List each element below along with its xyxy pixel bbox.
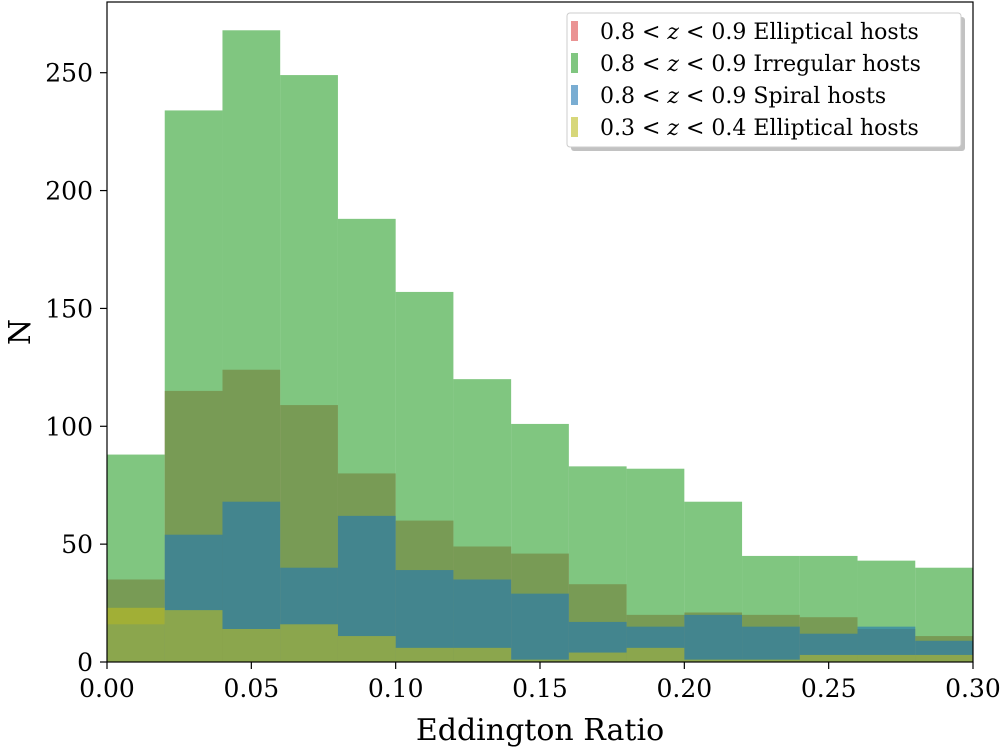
legend-label: 0.8 < z < 0.9 Elliptical hosts	[600, 20, 919, 45]
bars-layer	[107, 30, 973, 663]
x-tick-label: 0.20	[656, 674, 712, 703]
series-3-bars	[107, 607, 973, 662]
bar	[511, 593, 569, 662]
y-tick-label: 200	[45, 177, 93, 206]
bar	[164, 610, 223, 662]
legend-swatch	[571, 53, 578, 73]
bar	[684, 659, 743, 662]
y-tick-label: 250	[45, 59, 93, 88]
bar	[915, 654, 973, 662]
legend-box	[566, 12, 962, 148]
bar	[222, 629, 281, 662]
legend-label: 0.8 < z < 0.9 Spiral hosts	[600, 84, 886, 109]
y-tick-label: 0	[77, 648, 93, 677]
bar	[742, 659, 800, 662]
legend-label: 0.8 < z < 0.9 Irregular hosts	[600, 52, 921, 77]
bar	[280, 624, 338, 662]
legend-label: 0.3 < z < 0.4 Elliptical hosts	[600, 116, 919, 141]
legend: 0.8 < z < 0.9 Elliptical hosts 0.8 < z < …	[566, 12, 965, 151]
bar	[395, 570, 454, 662]
bar	[742, 626, 800, 662]
bar	[799, 654, 858, 662]
x-tick-label: 0.05	[223, 674, 279, 703]
legend-swatch	[571, 21, 578, 41]
bar	[337, 636, 396, 662]
bar	[626, 647, 685, 662]
bar	[453, 647, 512, 662]
y-tick-label: 50	[61, 530, 93, 559]
bar	[280, 75, 338, 663]
x-tick-label: 0.15	[512, 674, 568, 703]
x-tick-label: 0.10	[368, 674, 424, 703]
y-axis: 0 50 100 150 200 250	[45, 59, 107, 677]
bar	[857, 654, 916, 662]
bar	[684, 614, 743, 662]
legend-swatch	[571, 85, 578, 105]
x-tick-label: 0.25	[801, 674, 857, 703]
bar	[107, 607, 165, 662]
legend-swatch	[571, 117, 578, 137]
bar	[511, 659, 569, 662]
x-tick-label: 0.30	[945, 674, 1000, 703]
y-axis-title: N	[3, 319, 38, 345]
y-tick-label: 100	[45, 412, 93, 441]
y-tick-label: 150	[45, 294, 93, 323]
bar	[395, 647, 454, 662]
bar	[568, 652, 627, 662]
x-tick-label: 0.00	[79, 674, 135, 703]
x-axis-title: Eddington Ratio	[416, 713, 664, 748]
x-axis: 0.00 0.05 0.10 0.15 0.20 0.25 0.30	[79, 662, 1000, 703]
